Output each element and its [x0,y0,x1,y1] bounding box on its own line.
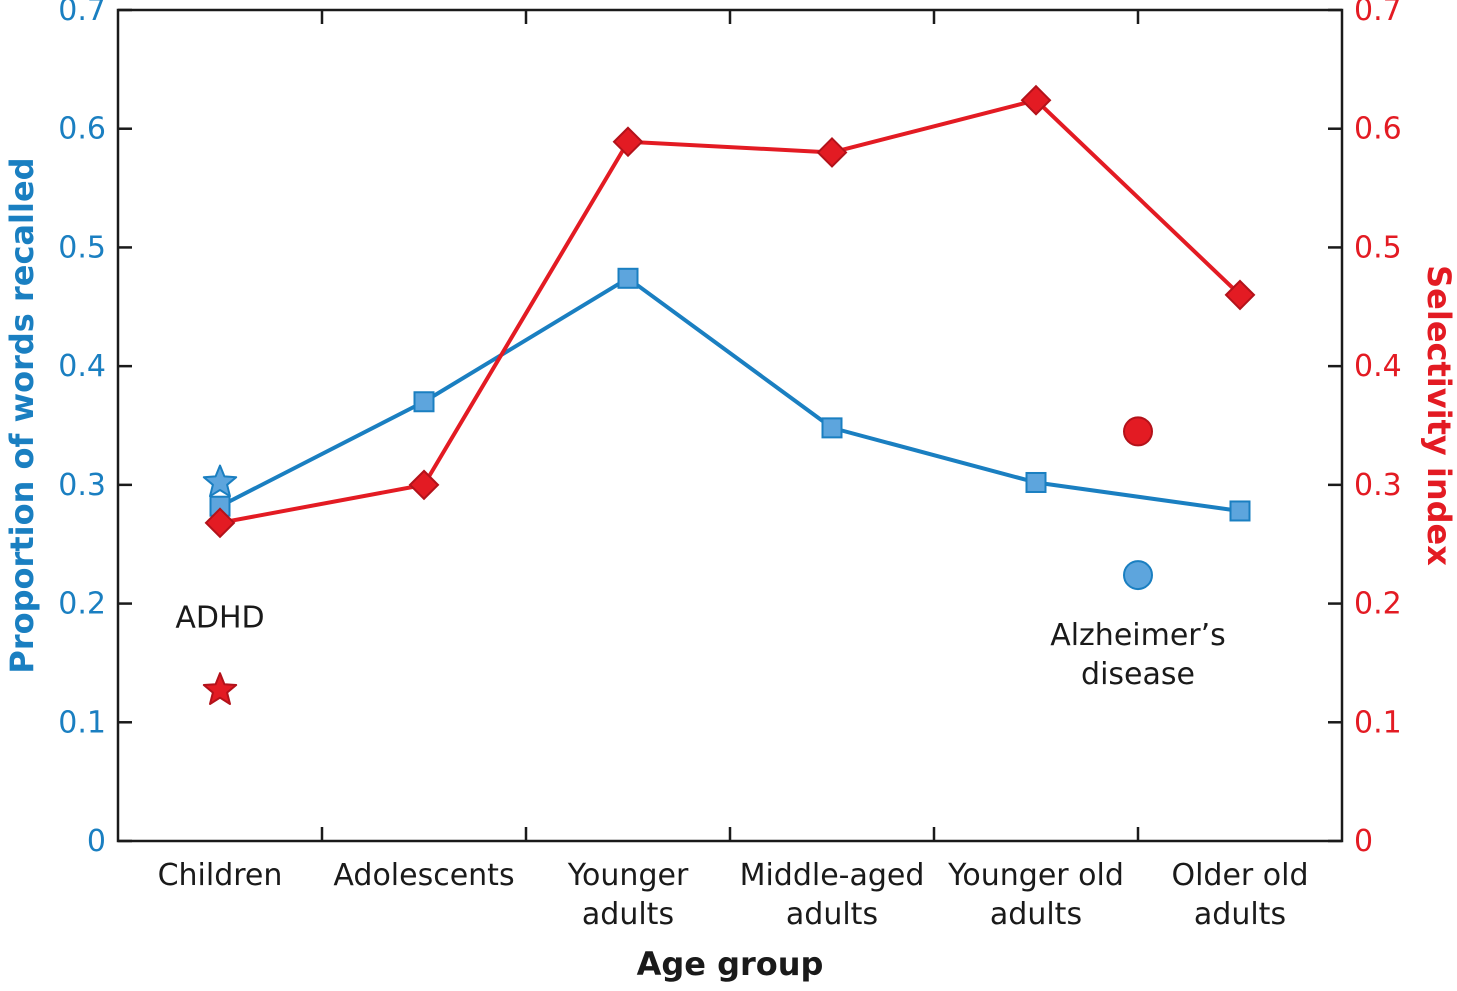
y-right-tick-label: 0.7 [1354,0,1402,28]
x-tick-label: Younger old adults [947,858,1124,932]
data-point-square [1229,500,1251,522]
y-left-tick-label: 0.7 [58,0,106,28]
series-line-blue [219,276,1241,513]
data-point-square [413,391,435,413]
x-axis-title: Age group [637,945,824,983]
annotation-label: ADHD [175,600,264,635]
special-point-circle [1123,560,1153,591]
data-point-square [617,267,639,289]
series-line-red [219,98,1242,525]
data-point-diamond [408,469,440,501]
y-left-tick-label: 0.3 [58,468,106,503]
y-left-tick-label: 0 [87,824,106,859]
y-right-tick-label: 0.6 [1354,112,1402,147]
special-point-circle [1123,416,1153,447]
special-point-star [202,672,238,705]
x-tick-label: Younger adults [567,858,689,932]
y-left-tick-label: 0.5 [58,230,106,265]
y-right-axis-title: Selectivity index [1420,265,1457,566]
y-right-tick-label: 0.3 [1354,468,1402,503]
axes [116,8,1344,843]
y-left-tick-label: 0.4 [58,349,106,384]
y-right-tick-label: 0.1 [1354,705,1402,740]
data-point-diamond [816,137,848,168]
y-right-tick-label: 0.5 [1354,230,1402,265]
special-point-star [202,464,238,498]
x-tick-label: Middle-aged adults [740,858,925,932]
x-tick-label: Adolescents [333,858,514,893]
data-point-diamond [1020,84,1052,116]
y-right-tick-label: 0.2 [1354,587,1402,622]
series-layer [204,84,1256,539]
annotation-label: Alzheimer’s disease [1050,618,1226,692]
data-point-diamond [1224,279,1256,311]
data-point-diamond [204,507,236,539]
y-left-tick-label: 0.1 [58,705,106,740]
data-point-diamond [612,126,644,158]
labels: 0 0 0.1 0.1 0.2 0.2 0.3 0.3 0.4 0.4 0.5 0.5 0.6 0.6 0.… [3,0,1457,983]
y-left-axis-title: Proportion of words recalled [3,157,41,673]
data-point-square [821,417,843,439]
y-left-tick-label: 0.2 [58,587,106,622]
y-left-tick-label: 0.6 [58,112,106,147]
special-points [202,416,1153,705]
x-tick-label: Children [158,858,283,893]
y-right-tick-label: 0.4 [1354,349,1402,384]
data-point-square [1025,471,1047,493]
y-right-tick-label: 0 [1354,824,1373,859]
plot-frame [116,8,1344,843]
x-tick-label: Older old adults [1171,858,1308,932]
